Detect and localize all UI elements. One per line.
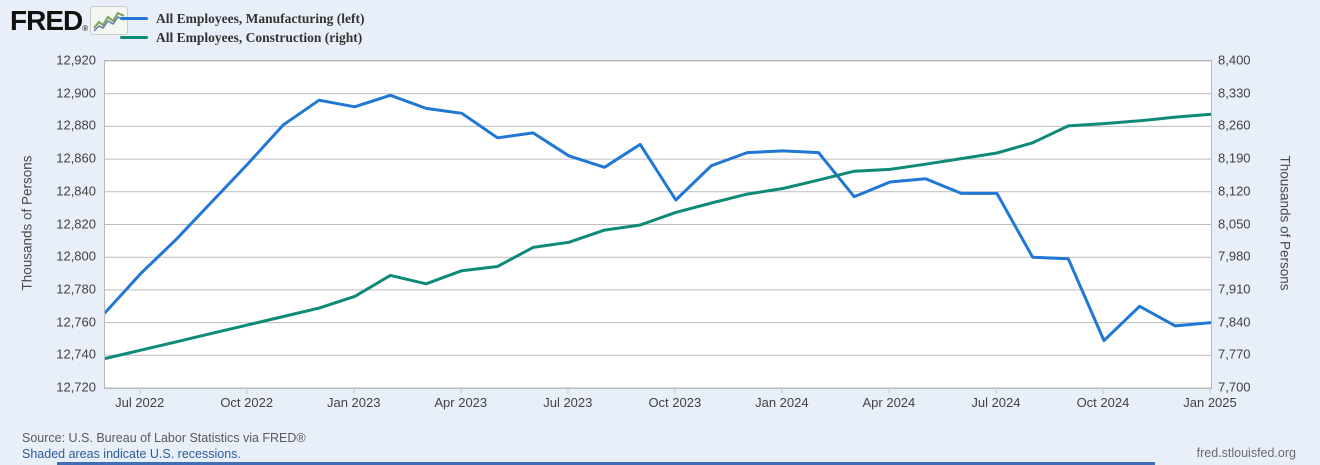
x-axis-tick-mark (995, 388, 997, 394)
left-axis-tick-label: 12,920 (56, 52, 96, 68)
right-axis-tick-label: 8,050 (1218, 216, 1251, 231)
x-axis-tick-label: Apr 2024 (862, 395, 916, 410)
left-axis-tick-label: 12,900 (56, 85, 96, 101)
legend-label-manufacturing: All Employees, Manufacturing (left) (156, 10, 365, 26)
right-axis-tick-label: 8,260 (1218, 117, 1251, 133)
right-axis-tick-labels: 8,400 8,330 8,260 8,190 8,120 8,050 7,980 7,910… (1218, 53, 1308, 395)
left-axis-tick-label: 12,860 (56, 150, 96, 166)
recessions-note-link[interactable]: Shaded areas indicate U.S. recessions. (22, 447, 241, 461)
x-axis-tick-mark (353, 388, 355, 394)
right-axis-tick-label: 7,980 (1218, 248, 1251, 264)
right-axis-tick-label: 7,700 (1218, 379, 1251, 395)
x-axis-tick-mark (1209, 388, 1211, 394)
x-axis-tick-mark (139, 388, 141, 394)
left-axis-tick-label: 12,760 (56, 314, 96, 330)
x-axis-tick-mark (567, 388, 569, 394)
right-axis-tick-label: 8,400 (1218, 52, 1251, 68)
source-text: Source: U.S. Bureau of Labor Statistics … (22, 431, 306, 445)
manufacturing-line-swatch (120, 17, 148, 20)
legend-item-manufacturing[interactable]: All Employees, Manufacturing (left) (120, 9, 364, 28)
right-axis-tick-label: 7,770 (1218, 346, 1251, 362)
legend: All Employees, Manufacturing (left) All … (120, 9, 364, 47)
x-axis-tick-mark (246, 388, 248, 394)
left-axis-tick-label: 12,740 (56, 346, 96, 362)
x-axis-tick-label: Apr 2023 (434, 395, 488, 410)
right-axis-tick-label: 8,190 (1218, 150, 1251, 166)
x-axis-tick-label: Jul 2023 (543, 395, 593, 410)
fred-sparkline-icon (90, 6, 129, 35)
right-axis-tick-label: 7,910 (1218, 281, 1251, 297)
x-axis-tick-label: Jan 2024 (755, 395, 809, 410)
left-axis-tick-label: 12,840 (56, 183, 96, 199)
fred-logo[interactable]: FRED ® (10, 4, 129, 36)
right-axis-tick-label: 8,330 (1218, 85, 1251, 101)
x-axis-tick-label: Jan 2025 (1183, 395, 1237, 410)
right-axis-tick-label: 8,120 (1218, 183, 1251, 199)
registered-trademark-icon: ® (82, 24, 89, 33)
x-axis-tick-label: Jan 2023 (326, 395, 381, 410)
left-axis-tick-label: 12,800 (56, 248, 96, 264)
left-axis-tick-label: 12,820 (56, 216, 96, 231)
x-axis-tick-mark (674, 388, 676, 394)
x-axis: Jul 2022 Oct 2022 Jan 2023 Apr 2023 Jul 2023… (104, 388, 1237, 416)
bottom-bar (57, 462, 1155, 465)
x-axis-tick-mark (781, 388, 783, 394)
line-chart[interactable] (105, 61, 1211, 388)
legend-item-construction[interactable]: All Employees, Construction (right) (120, 28, 364, 47)
site-url: fred.stlouisfed.org (1196, 446, 1296, 460)
x-axis-tick-label: Jul 2022 (115, 395, 165, 410)
right-axis-tick-label: 7,840 (1218, 314, 1251, 330)
left-axis-tick-labels: 12,920 12,900 12,880 12,860 12,840 12,820 12,8… (0, 53, 96, 395)
x-axis-tick-label: Oct 2023 (648, 395, 702, 410)
x-axis-tick-label: Jul 2024 (971, 395, 1021, 410)
fred-logo-text: FRED (10, 4, 83, 36)
x-axis-tick-mark (460, 388, 462, 394)
left-axis-tick-label: 12,720 (56, 379, 96, 395)
construction-line-swatch (120, 36, 148, 39)
left-axis-tick-label: 12,880 (56, 117, 96, 133)
x-axis-tick-label: Oct 2022 (220, 395, 274, 410)
left-axis-tick-label: 12,780 (56, 281, 96, 297)
plot-area[interactable] (104, 60, 1212, 389)
x-axis-tick-label: Oct 2024 (1076, 395, 1130, 410)
x-axis-tick-mark (888, 388, 890, 394)
x-axis-tick-mark (1102, 388, 1104, 394)
legend-label-construction: All Employees, Construction (right) (156, 29, 363, 45)
